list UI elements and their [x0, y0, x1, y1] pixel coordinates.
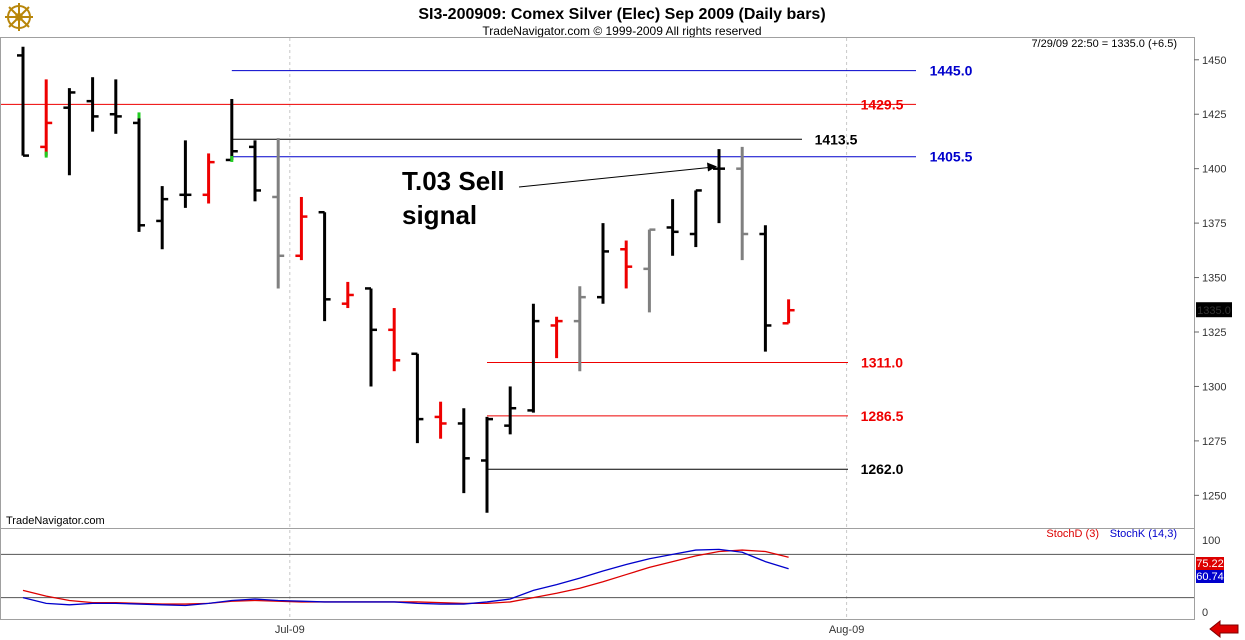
y-tick-label: 1350: [1202, 273, 1226, 285]
ohlc-bar: [63, 88, 76, 176]
level-label: 1413.5: [815, 131, 858, 147]
stochastic-panel: StochD (3) StochK (14,3): [1, 528, 1194, 607]
price-axis: 1250 1275 1300 1325 1350 1375 1400 1425 1450 1335…: [1194, 55, 1232, 502]
ohlc-bar: [597, 223, 609, 304]
chart-subtitle: TradeNavigator.com © 1999-2009 All right…: [482, 24, 761, 38]
level-label: 1429.5: [861, 96, 904, 112]
stoch-value-box: [1196, 557, 1224, 570]
stochd-legend: StochD (3): [1046, 528, 1099, 540]
ohlc-bar: [179, 140, 192, 208]
level-label: 1405.5: [930, 149, 973, 165]
ohlc-bar: [249, 140, 261, 202]
ohlc-bar: [434, 401, 447, 439]
price-levels: 1445.0 1429.5 1413.5 1405.5 1311.0 1286.5 1262…: [1, 63, 973, 477]
ohlc-bar: [643, 228, 656, 313]
stoch-panel-frame: [0, 528, 1195, 620]
chart-title: SI3-200909: Comex Silver (Elec) Sep 2009…: [418, 6, 825, 23]
ohlc-bar: [365, 287, 377, 387]
ohlc-bar: [759, 225, 772, 352]
stoch-value-label: 75.22: [1196, 558, 1224, 570]
y-tick-label: 1300: [1202, 381, 1226, 393]
annotation-text: T.03 Sell: [402, 166, 505, 196]
level-label: 1262.0: [861, 461, 904, 477]
stoch-line: [22, 549, 789, 605]
ohlc-bar: [318, 210, 331, 322]
ohlc-bar: [86, 77, 99, 132]
annotation-arrowhead: [707, 162, 717, 172]
ohlc-bar: [109, 79, 122, 134]
grid-lines: [289, 38, 848, 620]
last-price-box: [1196, 302, 1232, 318]
stoch-tick-label: 0: [1202, 607, 1208, 619]
date-axis: Jul-09 Aug-09: [275, 624, 865, 636]
price-panel-frame: [0, 37, 1195, 529]
ship-wheel-logo: [5, 3, 33, 31]
x-tick-label: Aug-09: [829, 624, 864, 636]
price-bars: [17, 46, 795, 513]
ohlc-bar: [666, 199, 679, 256]
ohlc-bar: [689, 189, 702, 248]
ohlc-bar: [40, 79, 53, 156]
ohlc-bar: [225, 98, 238, 162]
stoch-line: [22, 548, 789, 607]
ohlc-bar: [17, 46, 29, 157]
sell-signal-annotation: T.03 Sell signal: [402, 162, 717, 230]
ohlc-bar: [620, 240, 633, 289]
ohlc-bar: [527, 303, 540, 413]
ohlc-bar: [573, 286, 586, 372]
ohlc-bar: [411, 352, 424, 444]
stoch-value-box: [1196, 570, 1224, 583]
ohlc-bar: [341, 281, 354, 309]
y-tick-label: 1425: [1202, 109, 1226, 121]
ohlc-bar: [736, 146, 749, 261]
level-label: 1286.5: [861, 408, 904, 424]
ohlc-bar: [272, 138, 285, 289]
stoch-value-label: 60.74: [1196, 571, 1224, 583]
ohlc-bar: [457, 408, 470, 494]
ohlc-bar: [156, 186, 169, 250]
watermark: TradeNavigator.com: [6, 515, 105, 527]
ohlc-bar: [713, 149, 725, 224]
ohlc-bar: [295, 196, 308, 261]
stochk-legend: StochK (14,3): [1110, 528, 1177, 540]
y-tick-label: 1450: [1202, 55, 1226, 67]
back-arrow-icon[interactable]: [1207, 619, 1243, 639]
ohlc-bar: [504, 386, 517, 435]
quote-readout: 7/29/09 22:50 = 1335.0 (+6.5): [1031, 38, 1177, 50]
ohlc-bar: [388, 308, 401, 372]
ohlc-bar: [782, 299, 795, 325]
y-tick-label: 1325: [1202, 327, 1226, 339]
y-tick-label: 1400: [1202, 164, 1226, 176]
y-tick-label: 1275: [1202, 436, 1226, 448]
stoch-tick-label: 100: [1202, 535, 1220, 547]
annotation-text: signal: [402, 200, 477, 230]
ohlc-bar: [550, 316, 563, 359]
ohlc-bar: [133, 116, 145, 232]
level-label: 1311.0: [861, 354, 903, 370]
annotation-arrow: [518, 166, 710, 188]
y-tick-label: 1375: [1202, 218, 1226, 230]
level-label: 1445.0: [930, 63, 973, 79]
ohlc-bar: [202, 153, 215, 204]
last-price-label: 1335.0: [1197, 305, 1231, 317]
ohlc-bar: [481, 416, 493, 513]
y-tick-label: 1250: [1202, 490, 1226, 502]
x-tick-label: Jul-09: [275, 624, 305, 636]
